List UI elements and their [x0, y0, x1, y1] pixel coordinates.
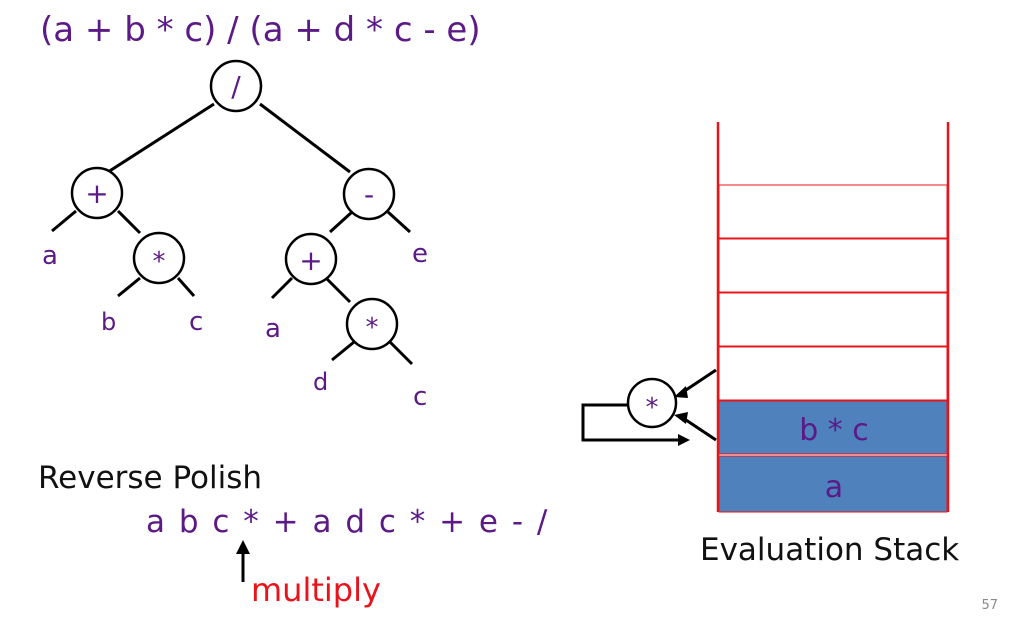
- page-number: 57: [981, 598, 998, 613]
- node-plus-right-label: +: [299, 244, 322, 277]
- node-multiply-right-label: *: [366, 313, 379, 343]
- stack-cell-4: [718, 346, 948, 401]
- leaf-c-right: c: [413, 382, 427, 412]
- tree-edges: [51, 102, 414, 366]
- evaluation-stack: b * c a: [716, 122, 950, 513]
- leaf-e: e: [412, 239, 428, 269]
- operator-arrows: [581, 368, 717, 442]
- reverse-polish-expression: a b c * + a d c * + e - /: [146, 504, 549, 540]
- leaf-b: b: [101, 308, 116, 336]
- node-multiply-left: [132, 231, 186, 285]
- arrow-head-bottom: [674, 412, 688, 424]
- arrow-head-loop: [678, 434, 690, 446]
- node-plus-left-label: +: [85, 177, 108, 210]
- node-divide-label: /: [231, 70, 241, 103]
- leaf-c-left: c: [189, 307, 203, 337]
- reverse-polish-heading: Reverse Polish: [38, 460, 262, 496]
- pointer-arrow: [236, 540, 250, 582]
- operator-node-label: *: [646, 393, 659, 423]
- node-multiply-right: [345, 297, 399, 351]
- leaf-a-right: a: [265, 314, 281, 344]
- stack-cell-a: [718, 455, 948, 513]
- leaf-d: d: [313, 368, 328, 396]
- node-minus-label: -: [364, 178, 374, 211]
- node-plus-right: [284, 232, 338, 286]
- node-multiply-left-label: *: [153, 247, 166, 277]
- tree-nodes: [70, 59, 399, 351]
- node-plus-left: [70, 166, 124, 220]
- multiply-label: multiply: [251, 571, 381, 609]
- stack-cell-bc-label: b * c: [799, 413, 869, 448]
- stack-cell-a-label: a: [825, 470, 843, 505]
- node-divide: [209, 59, 263, 113]
- leaf-a-left: a: [42, 241, 58, 271]
- stack-cell-3: [718, 292, 948, 347]
- evaluation-stack-label: Evaluation Stack: [700, 532, 959, 568]
- stack-cell-1: [718, 184, 948, 239]
- expression-title: (a + b * c) / (a + d * c - e): [40, 10, 481, 50]
- operator-node: [626, 377, 678, 429]
- stack-cell-2: [718, 238, 948, 293]
- stack-cell-bc: [718, 400, 948, 455]
- arrow-head-top: [674, 386, 688, 398]
- node-minus: [342, 167, 396, 221]
